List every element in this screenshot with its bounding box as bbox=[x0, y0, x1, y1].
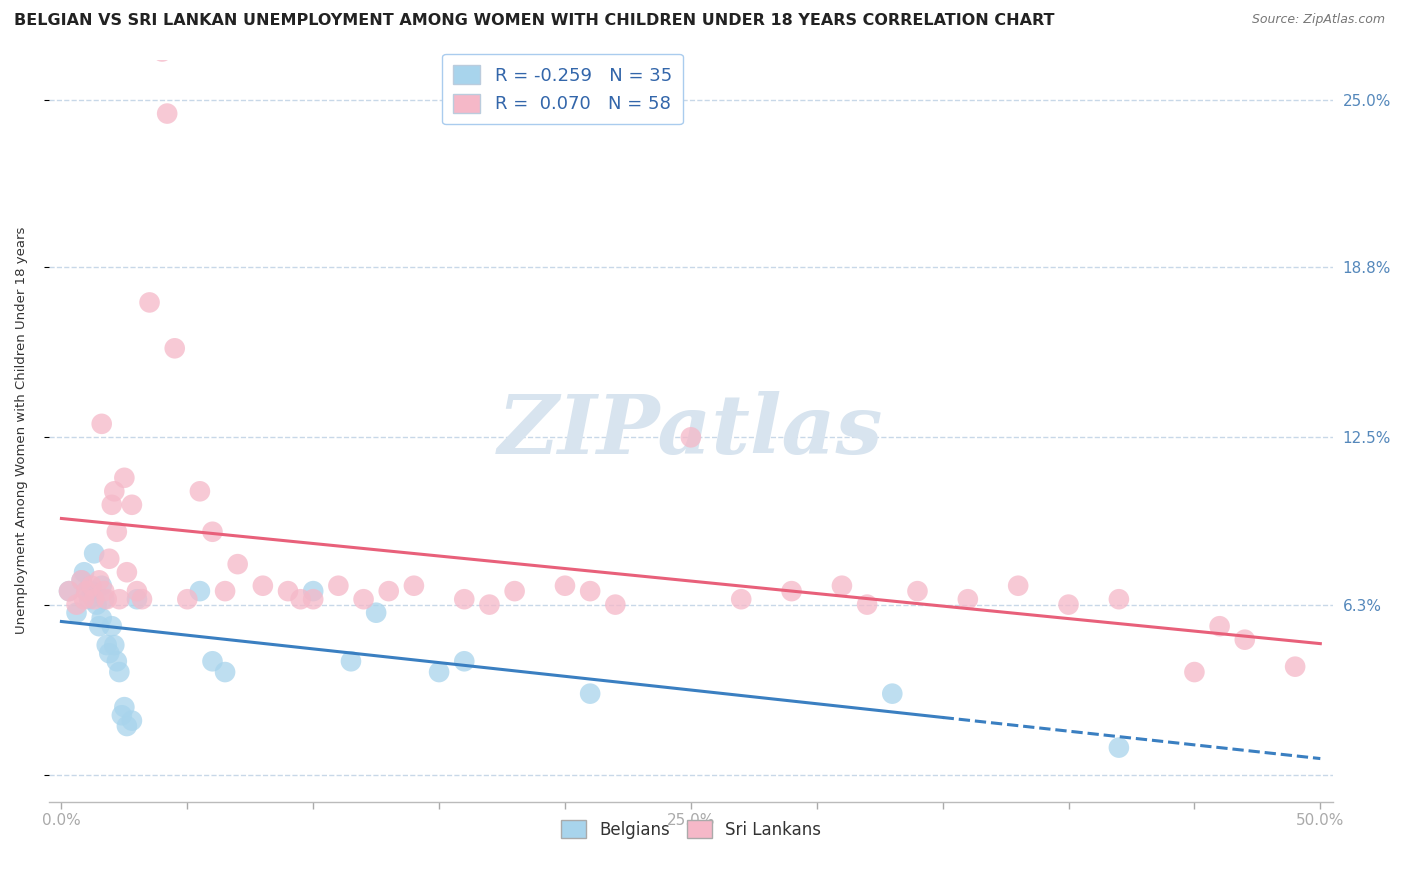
Point bbox=[1233, 632, 1256, 647]
Point bbox=[121, 714, 143, 728]
Point bbox=[1057, 598, 1080, 612]
Point bbox=[1184, 665, 1206, 679]
Point bbox=[302, 584, 325, 599]
Point bbox=[86, 598, 108, 612]
Point bbox=[89, 619, 111, 633]
Point bbox=[108, 592, 131, 607]
Point bbox=[105, 654, 128, 668]
Point bbox=[90, 611, 112, 625]
Text: Source: ZipAtlas.com: Source: ZipAtlas.com bbox=[1251, 13, 1385, 27]
Point bbox=[1007, 579, 1029, 593]
Point bbox=[907, 584, 929, 599]
Point bbox=[115, 566, 138, 580]
Point bbox=[730, 592, 752, 607]
Point bbox=[125, 592, 148, 607]
Point bbox=[112, 700, 135, 714]
Point bbox=[101, 619, 124, 633]
Point bbox=[98, 551, 121, 566]
Point bbox=[121, 498, 143, 512]
Point bbox=[1108, 592, 1130, 607]
Point bbox=[96, 638, 118, 652]
Point bbox=[201, 524, 224, 539]
Point bbox=[150, 45, 173, 59]
Point bbox=[579, 687, 602, 701]
Point bbox=[90, 417, 112, 431]
Point bbox=[554, 579, 576, 593]
Point bbox=[131, 592, 153, 607]
Point bbox=[93, 584, 115, 599]
Point bbox=[856, 598, 879, 612]
Point bbox=[453, 654, 475, 668]
Point bbox=[108, 665, 131, 679]
Point bbox=[780, 584, 803, 599]
Point bbox=[453, 592, 475, 607]
Point bbox=[76, 584, 98, 599]
Point bbox=[93, 592, 115, 607]
Point bbox=[188, 484, 211, 499]
Point bbox=[478, 598, 501, 612]
Point bbox=[503, 584, 526, 599]
Point bbox=[252, 579, 274, 593]
Point bbox=[402, 579, 425, 593]
Point bbox=[1284, 659, 1306, 673]
Point bbox=[956, 592, 979, 607]
Point bbox=[103, 638, 125, 652]
Point bbox=[77, 592, 100, 607]
Point bbox=[1208, 619, 1230, 633]
Point bbox=[73, 592, 96, 607]
Point bbox=[80, 579, 103, 593]
Point bbox=[353, 592, 375, 607]
Point bbox=[831, 579, 853, 593]
Point bbox=[427, 665, 450, 679]
Point bbox=[882, 687, 904, 701]
Point bbox=[377, 584, 399, 599]
Point bbox=[80, 584, 103, 599]
Point bbox=[125, 584, 148, 599]
Point bbox=[70, 574, 93, 588]
Point bbox=[65, 598, 87, 612]
Point bbox=[302, 592, 325, 607]
Point bbox=[163, 341, 186, 355]
Point bbox=[101, 498, 124, 512]
Point bbox=[366, 606, 388, 620]
Point bbox=[111, 708, 134, 723]
Point bbox=[290, 592, 312, 607]
Point bbox=[176, 592, 198, 607]
Point bbox=[103, 484, 125, 499]
Point bbox=[188, 584, 211, 599]
Point bbox=[89, 574, 111, 588]
Point bbox=[73, 566, 96, 580]
Point bbox=[76, 584, 98, 599]
Point bbox=[98, 646, 121, 660]
Point bbox=[138, 295, 160, 310]
Point bbox=[96, 592, 118, 607]
Point bbox=[226, 557, 249, 571]
Point bbox=[605, 598, 627, 612]
Y-axis label: Unemployment Among Women with Children Under 18 years: Unemployment Among Women with Children U… bbox=[15, 227, 28, 634]
Point bbox=[115, 719, 138, 733]
Legend: Belgians, Sri Lankans: Belgians, Sri Lankans bbox=[554, 814, 828, 846]
Point bbox=[65, 606, 87, 620]
Point bbox=[83, 592, 105, 607]
Point bbox=[214, 584, 236, 599]
Point bbox=[214, 665, 236, 679]
Point bbox=[328, 579, 350, 593]
Point bbox=[70, 574, 93, 588]
Point bbox=[277, 584, 299, 599]
Text: ZIPatlas: ZIPatlas bbox=[498, 391, 883, 471]
Point bbox=[156, 106, 179, 120]
Point bbox=[201, 654, 224, 668]
Point bbox=[58, 584, 80, 599]
Point bbox=[58, 584, 80, 599]
Point bbox=[579, 584, 602, 599]
Point bbox=[105, 524, 128, 539]
Point bbox=[1108, 740, 1130, 755]
Text: BELGIAN VS SRI LANKAN UNEMPLOYMENT AMONG WOMEN WITH CHILDREN UNDER 18 YEARS CORR: BELGIAN VS SRI LANKAN UNEMPLOYMENT AMONG… bbox=[14, 13, 1054, 29]
Point bbox=[340, 654, 363, 668]
Point bbox=[83, 546, 105, 560]
Point bbox=[112, 471, 135, 485]
Point bbox=[679, 430, 702, 444]
Point bbox=[90, 579, 112, 593]
